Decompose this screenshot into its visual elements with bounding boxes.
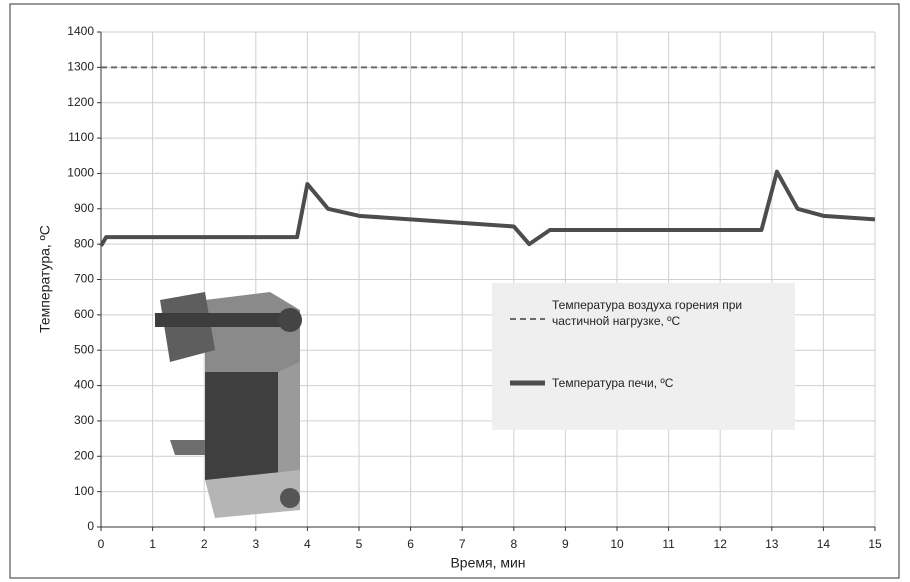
- x-tick-label: 0: [98, 537, 105, 551]
- y-tick-label: 100: [74, 484, 94, 498]
- x-tick-label: 15: [868, 537, 882, 551]
- y-tick-label: 0: [87, 519, 94, 533]
- x-tick-label: 6: [407, 537, 414, 551]
- legend-label: Температура воздуха горения при частично…: [552, 298, 743, 328]
- y-tick-label: 400: [74, 378, 94, 392]
- x-tick-label: 8: [510, 537, 517, 551]
- x-tick-label: 7: [459, 537, 466, 551]
- y-tick-label: 200: [74, 448, 94, 462]
- y-tick-label: 700: [74, 272, 94, 286]
- x-tick-label: 9: [562, 537, 569, 551]
- y-tick-label: 300: [74, 413, 94, 427]
- x-tick-label: 10: [610, 537, 624, 551]
- y-tick-label: 1100: [68, 130, 94, 144]
- x-tick-label: 1: [149, 537, 156, 551]
- y-tick-label: 1200: [67, 95, 94, 109]
- legend-label: Температура печи, ºC: [552, 376, 674, 390]
- y-tick-label: 800: [74, 236, 94, 250]
- y-tick-label: 1300: [67, 60, 94, 74]
- legend-box: [492, 283, 795, 430]
- y-tick-label: 600: [74, 307, 94, 321]
- series-line: [99, 169, 876, 247]
- furnace-illustration: [155, 292, 302, 518]
- x-tick-label: 2: [201, 537, 208, 551]
- x-tick-label: 13: [765, 537, 779, 551]
- y-tick-label: 1400: [67, 24, 94, 38]
- y-tick-label: 1000: [67, 166, 94, 180]
- x-tick-label: 4: [304, 537, 311, 551]
- x-axis-label: Время, мин: [450, 555, 525, 571]
- y-axis-label: Температура, ºC: [37, 225, 53, 333]
- y-tick-label: 900: [74, 201, 94, 215]
- x-tick-label: 14: [817, 537, 831, 551]
- x-tick-label: 11: [662, 537, 675, 551]
- x-tick-label: 12: [714, 537, 728, 551]
- x-tick-label: 3: [252, 537, 259, 551]
- y-tick-label: 500: [74, 342, 94, 356]
- x-tick-label: 5: [356, 537, 363, 551]
